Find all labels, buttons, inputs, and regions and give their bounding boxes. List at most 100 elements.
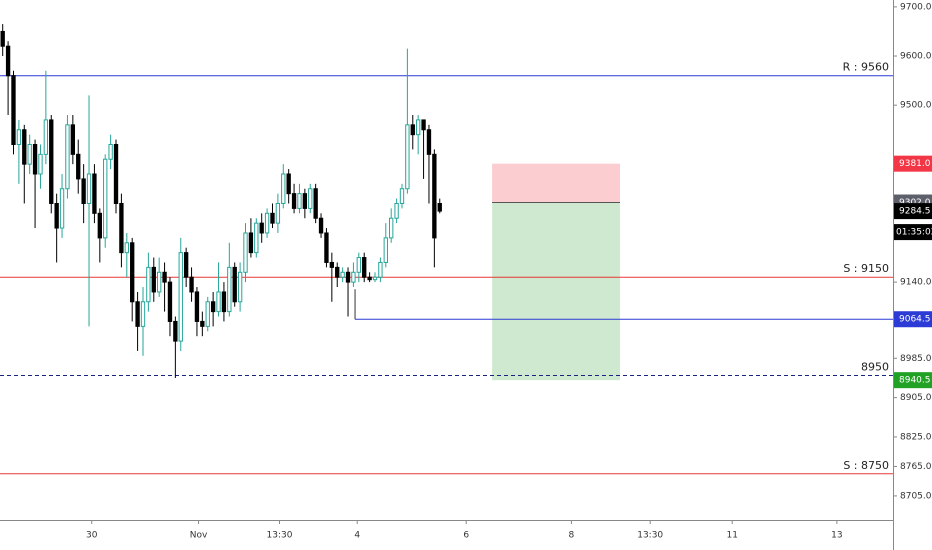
candle-body — [173, 320, 178, 342]
candle-body — [237, 271, 243, 303]
candle-body — [254, 222, 259, 254]
candle-body — [194, 291, 200, 322]
candle-body — [335, 266, 340, 278]
candle-body — [378, 261, 383, 278]
level-label: 8950 — [861, 361, 889, 374]
candle-body — [329, 261, 335, 268]
candle-body — [275, 202, 281, 224]
price-label: 9302.0 — [899, 198, 931, 208]
candle-body — [65, 124, 70, 190]
candle-body — [205, 301, 210, 327]
candle-body — [210, 301, 216, 313]
price-axis — [893, 0, 932, 550]
candle-body — [43, 119, 49, 155]
candle-body — [146, 266, 151, 303]
candle-body — [394, 202, 399, 219]
candle-body — [162, 271, 167, 283]
x-tick-label: 13 — [831, 531, 842, 541]
candle-body — [286, 173, 291, 195]
candle-body — [54, 202, 59, 229]
candle-body — [264, 212, 270, 234]
x-tick-label: 30 — [86, 531, 98, 541]
candle-body — [437, 202, 442, 212]
x-tick-label: 13:30 — [267, 531, 293, 541]
candle-body — [410, 124, 415, 136]
candle-body — [108, 143, 113, 160]
candle-body — [140, 301, 146, 327]
x-tick-label: Nov — [190, 531, 208, 541]
candle-body — [415, 119, 421, 136]
y-tick-label: 8905.0 — [900, 393, 932, 403]
candle-body — [248, 232, 254, 254]
candle-body — [345, 271, 351, 283]
candle-body — [340, 271, 345, 278]
price-label-box — [894, 155, 932, 172]
candle-body — [22, 129, 27, 165]
candle-body — [426, 129, 432, 155]
candle-body — [432, 153, 437, 239]
candle-body — [27, 143, 32, 165]
candle-body — [259, 222, 264, 234]
candle-body — [32, 143, 38, 175]
candle-body — [119, 202, 124, 254]
candle-body — [70, 124, 76, 155]
candle-body — [130, 242, 135, 303]
candle-body — [221, 291, 227, 313]
y-tick-label: 8825.0 — [900, 432, 932, 442]
candle-body — [200, 320, 205, 327]
candle-body — [421, 119, 426, 131]
candle-body — [351, 271, 356, 283]
candle-body — [5, 45, 11, 77]
x-tick-label: 4 — [354, 531, 360, 541]
candle-body — [313, 188, 318, 219]
candle-body — [362, 257, 367, 278]
x-tick-label: 6 — [463, 531, 469, 541]
candle-body — [227, 266, 232, 313]
candle-body — [86, 173, 92, 204]
y-tick-label: 8705.0 — [900, 491, 932, 501]
level-label: S : 8750 — [843, 459, 889, 472]
candle-body — [124, 242, 129, 254]
candle-body — [76, 153, 81, 180]
candle-body — [151, 266, 156, 293]
y-tick-label: 9500.0 — [900, 101, 932, 111]
candle-body — [0, 30, 5, 47]
candle-body — [281, 173, 286, 204]
x-tick-label: 8 — [569, 531, 575, 541]
time-axis — [0, 520, 893, 550]
candle-body — [16, 129, 22, 145]
level-label: S : 9150 — [843, 262, 889, 275]
y-tick-label: 8765.0 — [900, 462, 932, 472]
candle-body — [81, 178, 86, 204]
candle-body — [324, 232, 329, 263]
candle-body — [399, 188, 405, 204]
candle-body — [113, 143, 119, 204]
candle-body — [243, 232, 248, 273]
candle-body — [270, 212, 275, 224]
candle-body — [38, 153, 43, 175]
y-tick-label: 9140.0 — [900, 278, 932, 288]
level-label: R : 9560 — [843, 61, 889, 74]
candle-body — [189, 276, 194, 293]
candle-body — [92, 173, 97, 214]
candle-body — [405, 124, 410, 190]
candle-body — [297, 193, 302, 209]
candle-body — [367, 276, 372, 281]
price-label: 9064.5 — [899, 315, 931, 325]
target-zone — [492, 202, 620, 381]
candle-body — [302, 193, 308, 209]
candle-body — [383, 237, 388, 263]
price-label: 9381.0 — [899, 159, 931, 169]
candle-body — [59, 188, 65, 229]
price-label: 8940.5 — [899, 376, 931, 386]
countdown-box — [894, 224, 932, 241]
candle-body — [103, 158, 108, 239]
y-tick-label: 8985.0 — [900, 354, 932, 364]
candle-body — [135, 301, 140, 327]
candle-body — [167, 281, 173, 322]
candle-body — [232, 266, 237, 303]
countdown: 01:35:02 — [896, 228, 932, 238]
candle-body — [49, 119, 54, 204]
